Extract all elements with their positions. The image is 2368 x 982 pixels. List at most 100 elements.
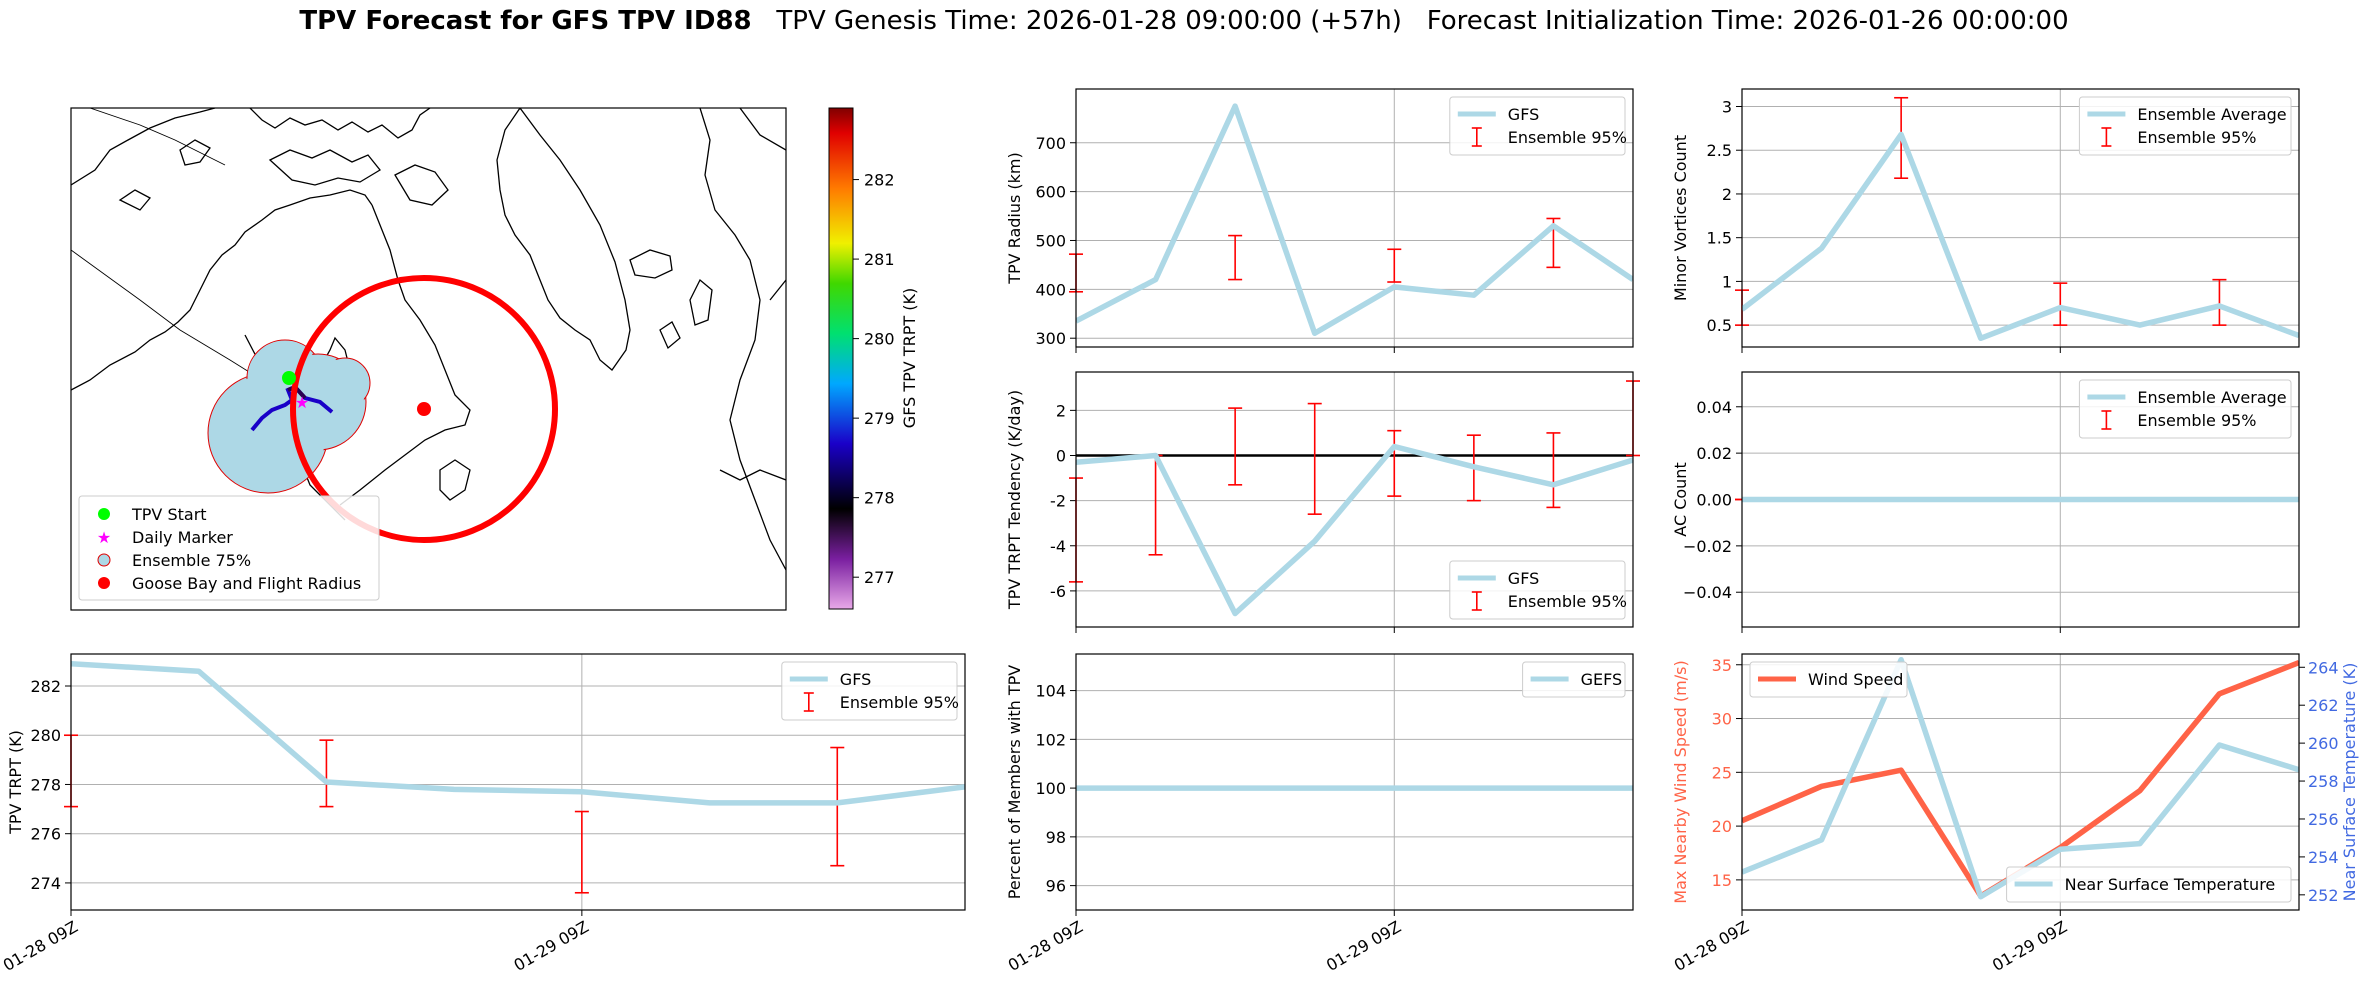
y-axis-label: TPV Radius (km) bbox=[1005, 152, 1024, 285]
y-tick-label: 98 bbox=[1046, 828, 1066, 847]
legend-label: GEFS bbox=[1581, 670, 1623, 689]
y-tick-label: 102 bbox=[1035, 730, 1066, 749]
y-tick-label: 1 bbox=[1722, 272, 1732, 291]
y-tick-label: 3 bbox=[1722, 97, 1732, 116]
y2-tick-label: 252 bbox=[2308, 886, 2339, 905]
y-tick-label: -2 bbox=[1050, 492, 1066, 511]
y-tick-label: 300 bbox=[1035, 329, 1066, 348]
y-tick-label: 35 bbox=[1712, 656, 1732, 675]
y2-tick-label: 254 bbox=[2308, 848, 2339, 867]
y-tick-label: 2 bbox=[1722, 185, 1732, 204]
y2-tick-label: 260 bbox=[2308, 734, 2339, 753]
y2-tick-label: 256 bbox=[2308, 810, 2339, 829]
title-init: Forecast Initialization Time: 2026-01-26… bbox=[1426, 6, 2069, 36]
y-tick-label: 96 bbox=[1046, 877, 1066, 896]
legend-label: Ensemble 95% bbox=[1508, 592, 1627, 611]
legend-label: Wind Speed bbox=[1808, 670, 1903, 689]
x-tick-label: 01-29 09Z bbox=[1989, 917, 2070, 975]
figure-title: TPV Forecast for GFS TPV ID88 TPV Genesi… bbox=[0, 6, 2368, 36]
title-genesis: TPV Genesis Time: 2026-01-28 09:00:00 (+… bbox=[776, 6, 1402, 36]
daily-marker-star: ★ bbox=[295, 393, 309, 412]
y-tick-label: 100 bbox=[1035, 779, 1066, 798]
y2-axis-label: Near Surface Temperature (K) bbox=[2340, 663, 2359, 902]
coastline-labrador bbox=[339, 204, 471, 506]
tpv-track bbox=[250, 384, 334, 432]
y-axis-label: TPV TRPT (K) bbox=[6, 730, 25, 835]
x-tick-label: 01-29 09Z bbox=[1323, 917, 1404, 975]
plot-frame bbox=[70, 653, 966, 911]
chart-legend-frame bbox=[1749, 661, 1908, 698]
chart-legend: GEFS bbox=[1522, 661, 1626, 698]
legend-label: GFS bbox=[1508, 105, 1539, 124]
x-tick-label: 01-28 09Z bbox=[1671, 917, 1752, 975]
y-tick-label: -6 bbox=[1050, 582, 1066, 601]
chart-ac: −0.04 −0.02 0.00 0.02 0.04 AC Count Ensemble A… bbox=[1671, 371, 2300, 633]
colorbar: 277 278 279 280 281 282 GFS TPV TRPT (K) bbox=[828, 107, 919, 610]
legend-ensemble-75: Ensemble 75% bbox=[132, 551, 251, 570]
plot-frame bbox=[1741, 371, 2300, 628]
y2-tick-label: 262 bbox=[2308, 696, 2339, 715]
coastline-europe bbox=[659, 108, 786, 571]
title-bold: TPV Forecast for GFS TPV ID88 bbox=[299, 6, 752, 36]
colorbar-label: GFS TPV TRPT (K) bbox=[900, 288, 919, 428]
y2-tick-label: 258 bbox=[2308, 772, 2339, 791]
legend-star-icon: ★ bbox=[97, 528, 111, 547]
chart-legend: Wind Speed bbox=[1749, 661, 1908, 698]
y-tick-label: 600 bbox=[1035, 183, 1066, 202]
legend-goose-bay: Goose Bay and Flight Radius bbox=[132, 574, 361, 593]
y-axis-label: Percent of Members with TPV bbox=[1005, 665, 1024, 899]
plot-frame bbox=[1075, 371, 1634, 628]
series-line bbox=[1742, 660, 2299, 899]
y-tick-label: 0 bbox=[1056, 446, 1066, 465]
colorbar-tick-label: 282 bbox=[864, 171, 895, 190]
goose-bay-marker bbox=[417, 402, 431, 416]
y2-tick-label: 264 bbox=[2308, 658, 2339, 677]
y-tick-label: 274 bbox=[30, 874, 61, 893]
plot-frame bbox=[1075, 88, 1634, 348]
chart-radius: 300 400 500 600 700 TPV Radius (km) GFS Ensembl… bbox=[1005, 88, 1634, 353]
y-tick-label: 104 bbox=[1035, 682, 1066, 701]
chart-legend-frame bbox=[2078, 379, 2292, 439]
chart-minor: 0.5 1 1.5 2 2.5 3 Minor Vortices Count Ensemble… bbox=[1671, 88, 2300, 353]
y-tick-label: 0.00 bbox=[1696, 491, 1732, 510]
y-tick-label: 0.02 bbox=[1696, 444, 1732, 463]
colorbar-gradient bbox=[828, 107, 854, 610]
chart-legend-frame bbox=[1522, 661, 1626, 698]
chart-trpt: 274 276 278 280 282 01-28 09Z 01-29 09Z TPV TRP… bbox=[0, 653, 966, 975]
coastline-greenland bbox=[496, 108, 631, 371]
y-tick-label: 500 bbox=[1035, 231, 1066, 250]
plot-frame bbox=[1741, 653, 2300, 911]
chart-legend-frame bbox=[2078, 96, 2292, 156]
chart-pct: 96 98 100 102 104 01-28 09Z 01-29 09Z Percent o… bbox=[1005, 653, 1634, 975]
y-axis-label: AC Count bbox=[1671, 462, 1690, 536]
legend-tpv-start: TPV Start bbox=[131, 505, 207, 524]
y-tick-label: 0.04 bbox=[1696, 398, 1732, 417]
chart-legend: Ensemble Average Ensemble 95% bbox=[2078, 96, 2292, 156]
map-legend: ★ TPV Start Daily Marker Ensemble 75% Go… bbox=[78, 495, 380, 601]
y-tick-label: 20 bbox=[1712, 817, 1732, 836]
map-panel: ★ ★ TPV Start Daily Marker Ensemble 75% … bbox=[70, 107, 919, 611]
y-tick-label: −0.04 bbox=[1683, 583, 1732, 602]
y-tick-label: 30 bbox=[1712, 710, 1732, 729]
legend-daily-marker: Daily Marker bbox=[132, 528, 233, 547]
y-tick-label: 2.5 bbox=[1707, 141, 1732, 160]
chart-tend: -6 -4 -2 0 2 TPV TRPT Tendency (K/day) GFS Ense… bbox=[1005, 371, 1640, 633]
y-tick-label: 400 bbox=[1035, 280, 1066, 299]
y-tick-label: −0.02 bbox=[1683, 537, 1732, 556]
y-tick-label: 700 bbox=[1035, 134, 1066, 153]
y-axis-label: Minor Vortices Count bbox=[1671, 135, 1690, 301]
colorbar-tick-label: 279 bbox=[864, 409, 895, 428]
chart-legend-frame bbox=[2006, 866, 2292, 903]
series-line bbox=[71, 661, 965, 806]
chart-legend: GFS Ensemble 95% bbox=[1449, 560, 1627, 620]
x-tick-label: 01-28 09Z bbox=[1005, 917, 1086, 975]
y-tick-label: 15 bbox=[1712, 871, 1732, 890]
series-line bbox=[1076, 443, 1633, 617]
y-tick-label: 282 bbox=[30, 677, 61, 696]
chart-legend: Near Surface Temperature bbox=[2006, 866, 2292, 903]
y-tick-label: 280 bbox=[30, 726, 61, 745]
legend-label: Ensemble 95% bbox=[2137, 411, 2256, 430]
coastline-newfoundland bbox=[439, 459, 471, 501]
y-tick-label: 25 bbox=[1712, 763, 1732, 782]
